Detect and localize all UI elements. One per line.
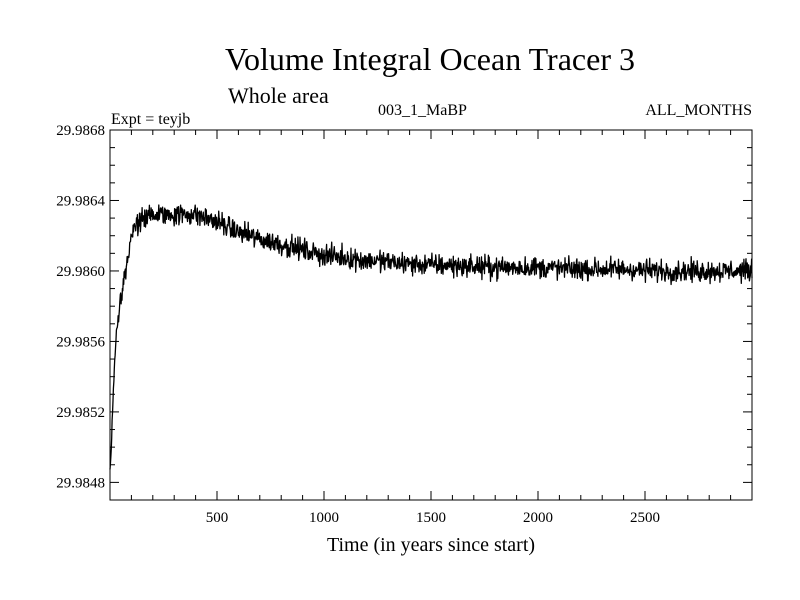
x-tick-label: 500 xyxy=(206,510,229,526)
y-tick-label: 29.9852 xyxy=(56,405,105,421)
series-line xyxy=(109,204,753,470)
y-tick-label: 29.9864 xyxy=(56,193,105,209)
y-tick-label: 29.9860 xyxy=(56,264,105,280)
x-tick-label: 2000 xyxy=(523,510,553,526)
x-tick-label: 2500 xyxy=(630,510,660,526)
x-axis-label: Time (in years since start) xyxy=(327,534,535,556)
series-layer xyxy=(109,204,753,470)
y-tick-label: 29.9868 xyxy=(56,123,105,139)
x-tick-label: 1000 xyxy=(309,510,339,526)
ticks-layer xyxy=(110,129,752,500)
x-tick-label: 1500 xyxy=(416,510,446,526)
run-label: 003_1_MaBP xyxy=(378,102,467,119)
plot-frame xyxy=(109,129,753,501)
y-tick-label: 29.9856 xyxy=(56,334,105,350)
chart-subtitle: Whole area xyxy=(228,83,329,108)
y-tick-label: 29.9848 xyxy=(56,475,105,491)
months-label: ALL_MONTHS xyxy=(645,102,752,119)
experiment-label: Expt = teyjb xyxy=(111,111,190,128)
chart-title: Volume Integral Ocean Tracer 3 xyxy=(225,41,635,77)
tick-labels-layer: 500 1000 1500 2000 2500 29.9848 29.9852 29.9856… xyxy=(56,123,660,526)
